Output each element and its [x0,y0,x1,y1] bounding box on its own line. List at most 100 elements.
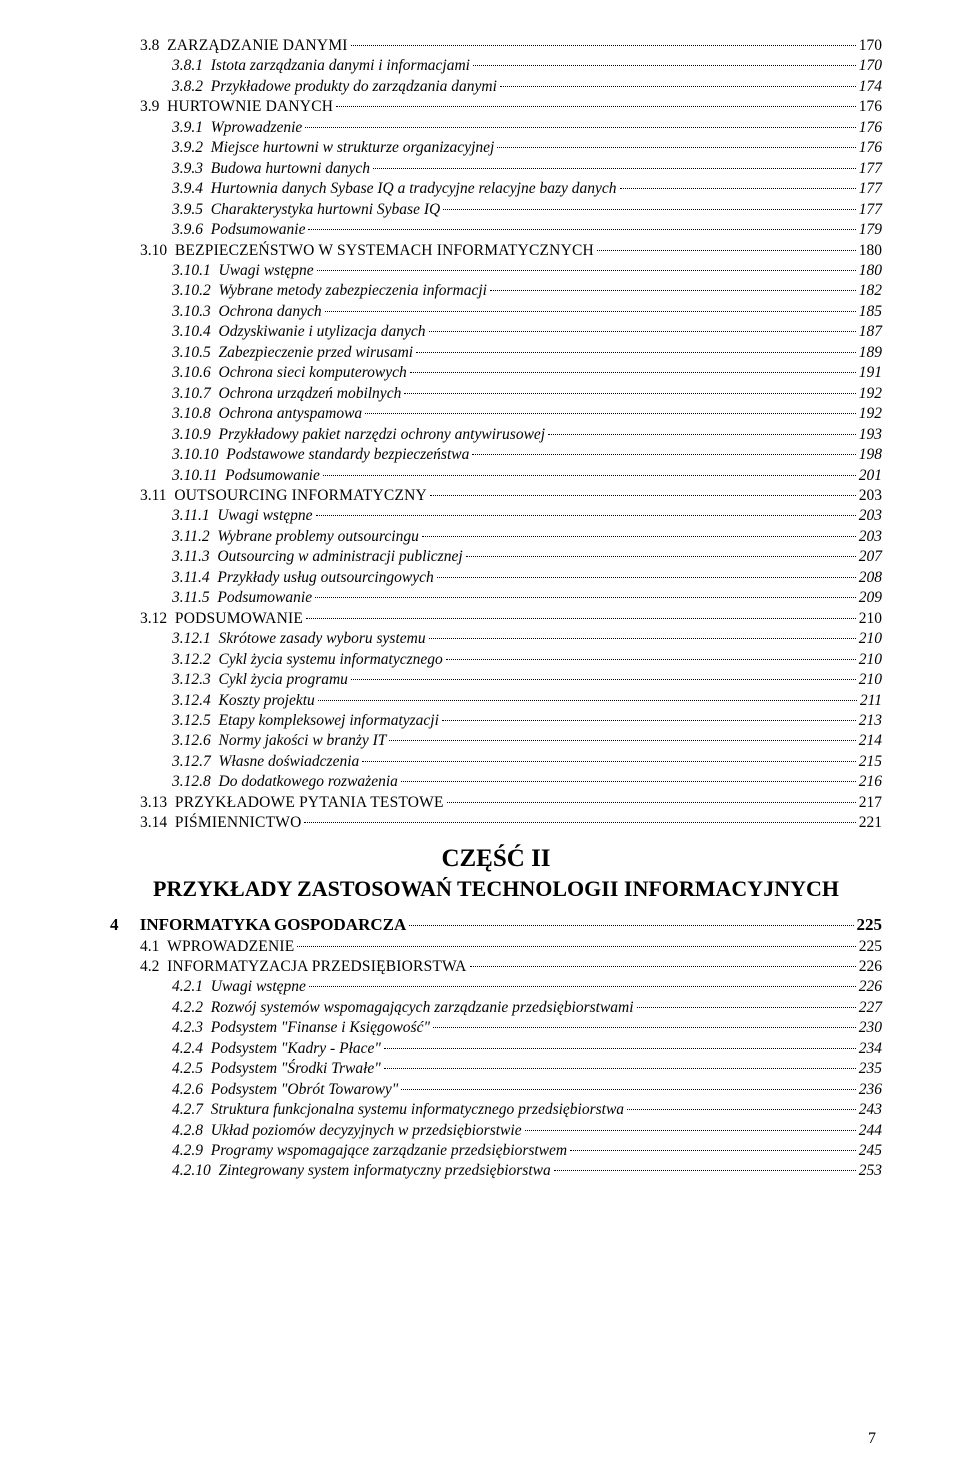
toc-number: 3.9.5 [172,200,203,220]
toc-page: 203 [859,527,882,547]
toc-number: 3.10.5 [172,343,211,363]
toc-page: 180 [859,241,882,261]
toc-page: 201 [859,466,882,486]
toc-label: Uwagi wstępne [217,506,312,526]
toc-leaders [437,564,856,577]
toc-leaders [308,217,855,230]
toc-label: Ochrona antyspamowa [219,404,363,424]
toc-number: 4 [110,914,119,936]
toc-number: 3.9.2 [172,138,203,158]
toc-label: Do dodatkowego rozważenia [219,772,398,792]
toc-label: ZARZĄDZANIE DANYMI [167,36,348,56]
toc-leaders [336,94,856,107]
toc-page: 243 [859,1100,882,1120]
toc-page: 214 [859,731,882,751]
part-subtitle: PRZYKŁADY ZASTOSOWAŃ TECHNOLOGII INFORMA… [110,876,882,902]
toc-label: Podsumowanie [217,588,312,608]
toc-page: 235 [859,1059,882,1079]
toc-label: Odzyskiwanie i utylizacja danych [219,322,426,342]
toc-page: 217 [859,793,882,813]
toc-number: 4.2.6 [172,1080,203,1100]
toc-page: 213 [859,711,882,731]
toc-number: 3.11.2 [172,527,210,547]
toc-page: 177 [859,200,882,220]
toc-leaders [422,523,856,536]
toc-label: Ochrona danych [219,302,322,322]
toc-number: 3.8.1 [172,56,203,76]
toc-number: 4.2 [140,957,159,977]
toc-page: 210 [859,670,882,690]
toc-page: 245 [859,1141,882,1161]
toc-number: 3.8.2 [172,77,203,97]
toc-number: 3.12.3 [172,670,211,690]
toc-leaders [570,1138,856,1151]
toc-number: 3.10 [140,241,167,261]
toc-number: 3.9 [140,97,159,117]
toc-page: 187 [859,322,882,342]
toc-number: 3.10.11 [172,466,217,486]
toc-leaders [442,708,856,721]
toc-page: 209 [859,588,882,608]
toc-leaders [351,667,856,680]
toc-label: Własne doświadczenia [219,752,360,772]
toc-label: Outsourcing w administracji publicznej [217,547,462,567]
toc-page: 170 [859,36,882,56]
toc-number: 4.2.2 [172,998,203,1018]
toc-leaders [317,258,856,271]
toc-number: 4.2.9 [172,1141,203,1161]
toc-page: 230 [859,1018,882,1038]
toc-page: 225 [859,937,882,957]
toc-leaders [306,605,856,618]
toc-leaders [597,237,856,250]
toc-page: 207 [859,547,882,567]
toc-label: Wprowadzenie [211,118,303,138]
toc-page: 210 [859,609,882,629]
toc-leaders [627,1097,856,1110]
toc-number: 3.13 [140,793,167,813]
toc-list: 3.8 ZARZĄDZANIE DANYMI1703.8.1 Istota za… [110,36,882,1182]
toc-label: Skrótowe zasady wyboru systemu [219,629,426,649]
toc-page: 215 [859,752,882,772]
toc-label: Układ poziomów decyzyjnych w przedsiębio… [211,1121,522,1141]
toc-page: 180 [859,261,882,281]
toc-leaders [404,380,855,393]
toc-number: 3.10.10 [172,445,219,465]
toc-leaders [490,278,856,291]
toc-number: 3.10.9 [172,425,211,445]
toc-number: 3.11.1 [172,506,210,526]
toc-number: 3.10.2 [172,281,211,301]
toc-number: 3.9.1 [172,118,203,138]
toc-leaders [429,319,856,332]
toc-row: 4.2.10 Zintegrowany system informatyczny… [110,1161,882,1181]
toc-label: Podsystem "Środki Trwałe" [211,1059,381,1079]
toc-page: 192 [859,404,882,424]
toc-number: 3.8 [140,36,159,56]
toc-number: 4.2.8 [172,1121,203,1141]
toc-leaders [323,462,856,475]
toc-leaders [433,1015,856,1028]
toc-number: 4.2.4 [172,1039,203,1059]
toc-leaders [637,994,856,1007]
toc-leaders [305,114,855,127]
toc-leaders [309,974,856,987]
toc-page: 170 [859,56,882,76]
toc-leaders [365,401,856,414]
toc-page: 193 [859,425,882,445]
toc-page: 226 [859,977,882,997]
page-number: 7 [868,1430,876,1448]
toc-leaders [401,769,856,782]
toc-page: 211 [860,691,882,711]
toc-number: 3.10.8 [172,404,211,424]
toc-page: 176 [859,97,882,117]
toc-page: 210 [859,629,882,649]
toc-leaders [548,421,856,434]
toc-number: 3.10.1 [172,261,211,281]
toc-leaders [443,196,856,209]
toc-leaders [389,728,855,741]
toc-number: 3.12.2 [172,650,211,670]
toc-page: 203 [859,506,882,526]
toc-label: Podsystem "Obrót Towarowy" [211,1080,399,1100]
toc-leaders [373,155,856,168]
toc-label: Podsystem "Kadry - Płace" [211,1039,381,1059]
toc-leaders [316,503,856,516]
